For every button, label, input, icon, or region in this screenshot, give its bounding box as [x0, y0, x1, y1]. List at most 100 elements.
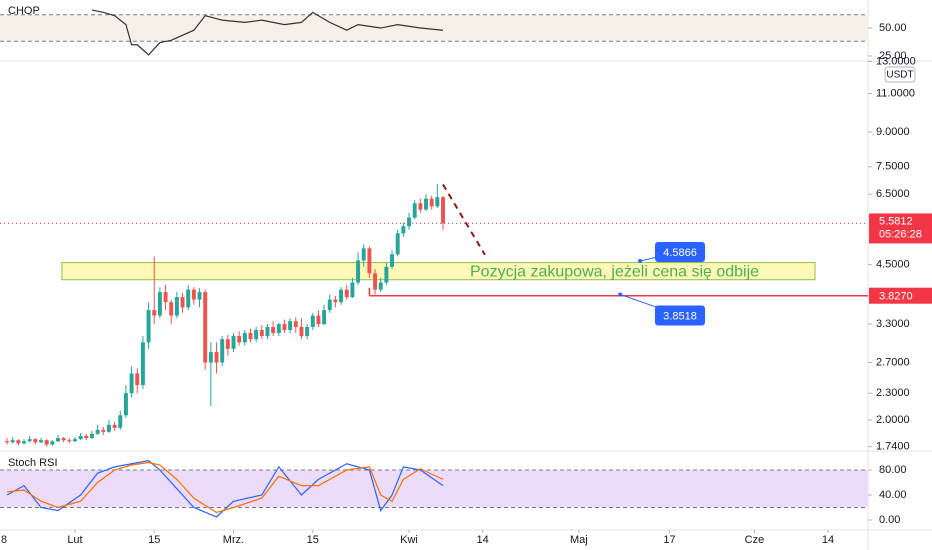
y-tick-label: 9.0000 — [876, 126, 910, 138]
candle-body — [310, 315, 315, 327]
y-tick-label: 2.3000 — [876, 387, 910, 399]
candle-body — [384, 266, 389, 283]
x-tick-label: 14 — [477, 534, 489, 546]
candle-body — [356, 260, 361, 283]
y-tick-label: 0.00 — [879, 514, 900, 526]
candle-body — [231, 336, 236, 349]
candle-body — [180, 297, 185, 308]
candle-body — [242, 332, 247, 343]
candle-body — [424, 198, 428, 210]
candle-body — [339, 289, 344, 303]
candle-body — [101, 429, 106, 432]
candle-body — [259, 329, 264, 337]
candle-body — [288, 321, 293, 330]
candle-body — [10, 440, 15, 443]
x-tick-label: Maj — [570, 534, 588, 546]
callout-box — [655, 305, 705, 326]
candle-body — [208, 352, 213, 363]
candle-body — [186, 289, 191, 308]
candle-body — [373, 273, 378, 290]
candle-body — [89, 433, 94, 439]
candles — [5, 184, 816, 447]
x-tick-label: Lut — [67, 534, 82, 546]
x-tick-label: 17 — [663, 534, 675, 546]
candle-body — [237, 336, 242, 343]
band — [0, 14, 868, 42]
x-tick-label: 8 — [1, 534, 7, 546]
candle-body — [327, 299, 332, 311]
callout-box — [655, 242, 705, 263]
candle-body — [282, 324, 287, 330]
candle-body — [5, 441, 10, 443]
candle-body — [55, 438, 60, 442]
y-tick-label: 6.5000 — [876, 188, 910, 200]
candle-body — [118, 415, 123, 428]
candle-body — [390, 254, 395, 267]
currency-label: USDT — [886, 70, 913, 81]
pane-title: CHOP — [8, 5, 40, 17]
candle-body — [169, 302, 174, 316]
candle-body — [157, 292, 162, 316]
x-tick-label: 15 — [307, 534, 319, 546]
candle-body — [163, 292, 168, 303]
candle-body — [407, 217, 412, 227]
candle-body — [33, 439, 38, 443]
candle-body — [39, 440, 43, 443]
candle-body — [305, 326, 310, 337]
candle-body — [299, 326, 304, 337]
x-tick-label: Kwi — [400, 534, 418, 546]
candle-body — [112, 424, 117, 428]
y-tick-label: 40.00 — [879, 489, 907, 501]
level-label: 3.8270 — [879, 291, 913, 303]
candle-body — [333, 299, 338, 303]
candle-body — [412, 203, 417, 218]
indicator-line — [6, 461, 444, 514]
candle-body — [191, 289, 196, 300]
last-price-box — [869, 213, 932, 244]
candle-body — [429, 198, 434, 207]
candle-body — [106, 424, 111, 432]
candle-body — [378, 282, 383, 290]
y-tick-label: 50.00 — [879, 22, 907, 34]
candle-body — [361, 248, 366, 261]
last-price-label: 5.5812 — [879, 215, 913, 227]
projection-line — [442, 183, 486, 256]
callout-point — [618, 292, 623, 297]
y-tick-label: 25.00 — [879, 50, 907, 62]
candle-body — [197, 292, 202, 300]
candle-body — [78, 435, 83, 440]
candle-body — [135, 373, 140, 386]
candle-body — [225, 339, 230, 349]
callout-label: 4.5866 — [663, 247, 697, 259]
candle-body — [248, 332, 253, 340]
candle-body — [322, 310, 327, 325]
candle-body — [254, 329, 259, 340]
indicator-line — [6, 459, 444, 518]
y-tick-label: 1.7400 — [876, 441, 910, 453]
candle-body — [50, 441, 55, 445]
callout-label: 3.8518 — [663, 310, 697, 322]
candle-body — [418, 203, 423, 210]
zone-text: Pozycja zakupowa, jeżeli cena się odbije — [470, 263, 759, 280]
candle-body — [27, 439, 32, 442]
candle-body — [140, 342, 145, 386]
level-box — [869, 287, 932, 304]
y-tick-label: 2.7000 — [876, 356, 910, 368]
candle-body — [435, 197, 440, 207]
y-tick-label: 3.3000 — [876, 318, 910, 330]
candle-body — [72, 439, 77, 442]
candle-body — [16, 440, 21, 444]
candle-body — [271, 326, 276, 333]
y-tick-label: 80.00 — [879, 464, 907, 476]
candle-body — [441, 197, 445, 224]
candle-body — [220, 339, 225, 363]
candle-body — [146, 310, 151, 343]
x-tick-label: 14 — [822, 534, 834, 546]
candle-body — [367, 248, 372, 274]
y-tick-label: 4.5000 — [876, 259, 910, 271]
x-tick-label: Mrz. — [223, 534, 244, 546]
candle-body — [67, 440, 72, 442]
candle-body — [203, 292, 208, 363]
